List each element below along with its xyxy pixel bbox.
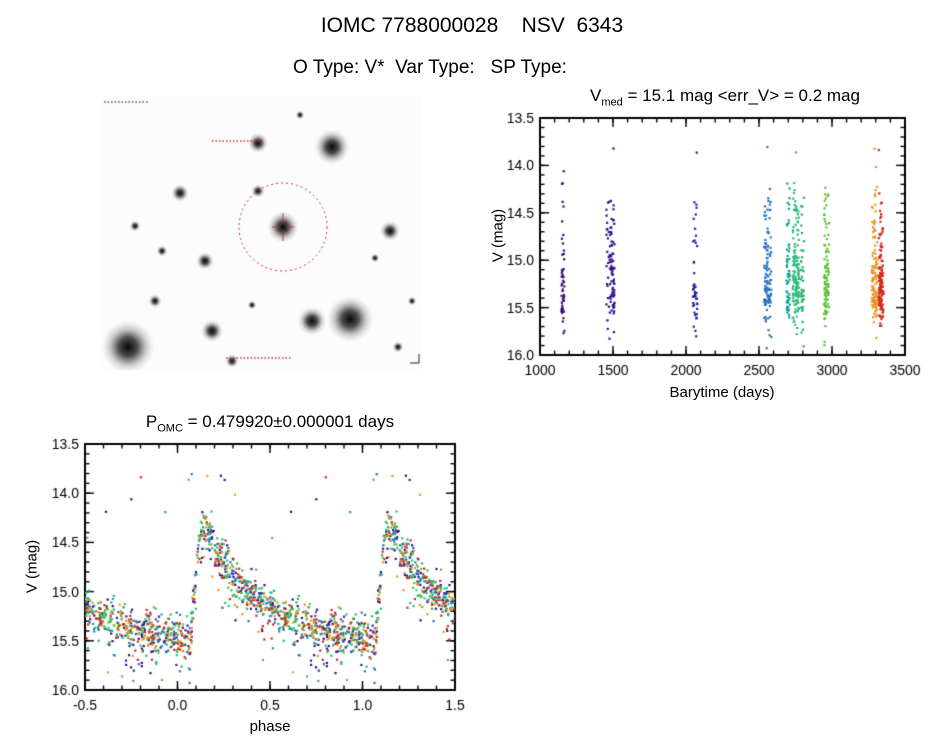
time-series-canvas (470, 110, 944, 410)
phase-plot-title: POMC = 0.479920±0.000001 days (60, 412, 480, 434)
time-series-xlabel: Barytime (days) (669, 384, 775, 401)
period-symbol: P (145, 412, 158, 431)
vmed-subscript: med (601, 96, 623, 109)
vmed-symbol: V (590, 86, 602, 105)
finding-chart-image (100, 95, 422, 370)
time-series-title: Vmed = 15.1 mag <err_V> = 0.2 mag (510, 86, 940, 108)
page-subtitle: O Type: V* Var Type: SP Type: (293, 57, 567, 78)
phase-plot-ylabel: V (mag) (23, 539, 41, 594)
vmed-value-text: = 15.1 mag <err_V> = 0.2 mag (622, 86, 860, 105)
time-series-ylabel: V (mag) (489, 208, 507, 263)
period-subscript: OMC (157, 422, 183, 435)
phase-plot-xlabel: phase (249, 718, 291, 735)
finding-chart (100, 95, 422, 370)
phase-folded-plot: POMC = 0.479920±0.000001 days V (mag) ph… (23, 412, 485, 747)
period-value-text: = 0.479920±0.000001 days (182, 412, 395, 431)
phase-folded-canvas (25, 436, 485, 736)
time-series-plot: Vmed = 15.1 mag <err_V> = 0.2 mag V (mag… (470, 86, 944, 416)
page-title: IOMC 7788000028 NSV 6343 (320, 14, 624, 37)
